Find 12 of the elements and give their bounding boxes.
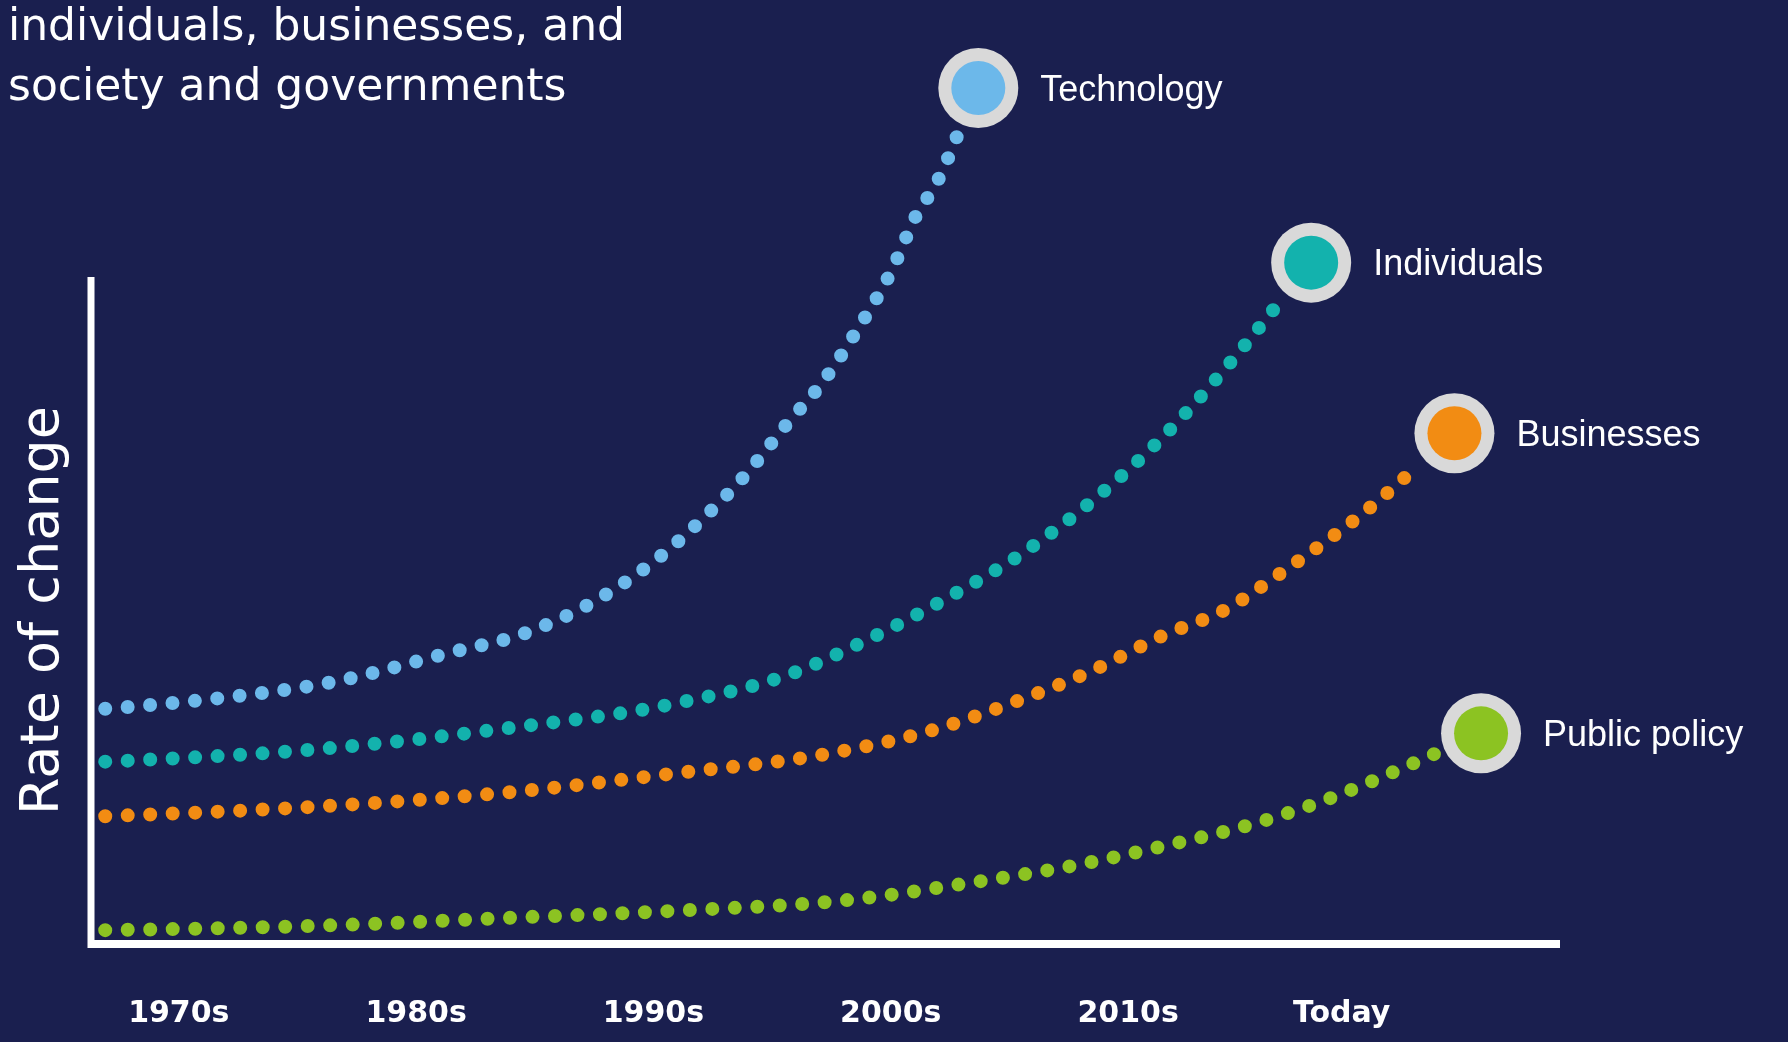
legend-label: Technology [1040, 67, 1223, 109]
legend-label: Individuals [1373, 242, 1544, 284]
x-tick-label: 1990s [602, 994, 705, 1029]
x-tick-label: 1980s [365, 994, 467, 1029]
legend-label: Businesses [1516, 412, 1701, 454]
chart-title: individuals, businesses, and society and governments [8, 0, 625, 110]
x-tick-label: Today [1292, 994, 1391, 1029]
legend-label: Public policy [1543, 712, 1744, 754]
x-tick-label: 2000s [840, 994, 942, 1029]
x-tick-label: 1970s [128, 994, 230, 1029]
y-axis-title: Rate of change [8, 406, 71, 815]
x-tick-label: 2010s [1077, 994, 1179, 1029]
